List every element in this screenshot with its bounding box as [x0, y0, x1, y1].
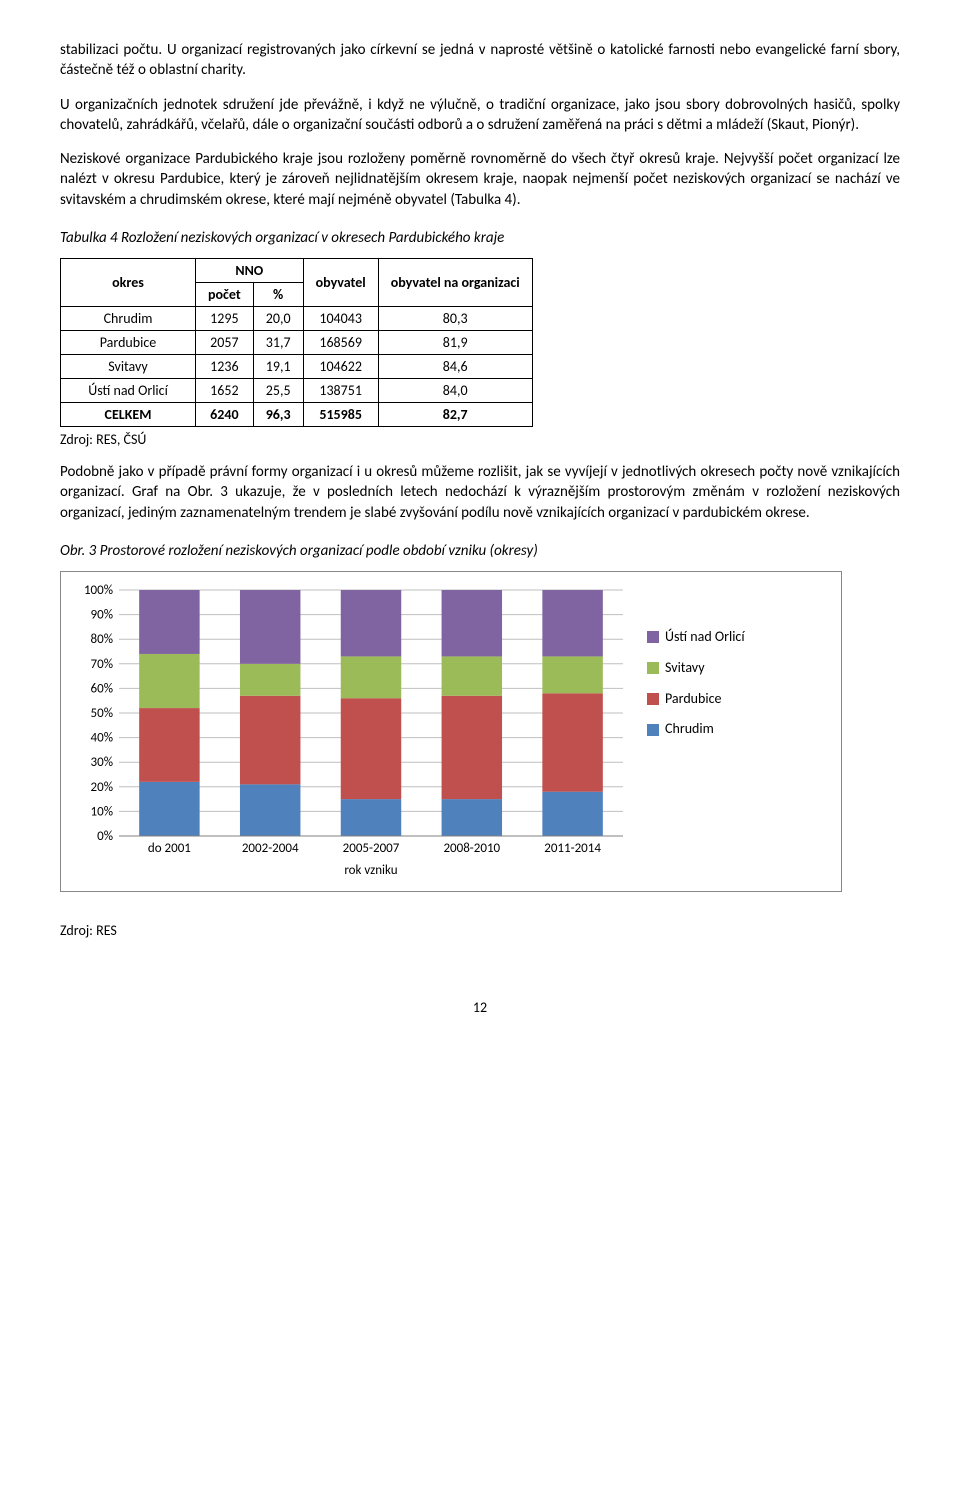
table-row: Chrudim129520,010404380,3: [61, 307, 533, 331]
bar-segment: [139, 782, 199, 836]
table-cell: Pardubice: [61, 331, 196, 355]
bar-segment: [341, 698, 401, 799]
chart-container: 0% 10% 20% 30% 40% 50% 60% 70% 80% 90% 100% do 2001…: [60, 571, 842, 892]
table-nno-okresy: okres NNO obyvatel obyvatel na organizac…: [60, 258, 533, 427]
chart-source: Zdroj: RES: [60, 922, 900, 939]
table-cell: 25,5: [253, 379, 303, 403]
y-tick-label: 50%: [91, 706, 113, 721]
bar-segment: [341, 799, 401, 836]
legend-label: Svitavy: [665, 653, 705, 684]
bar-segment: [139, 654, 199, 708]
table-row: Svitavy123619,110462284,6: [61, 355, 533, 379]
legend-item: Svitavy: [647, 653, 745, 684]
page-number: 12: [60, 999, 900, 1016]
chart-svg: 0% 10% 20% 30% 40% 50% 60% 70% 80% 90% 100% do 2001…: [71, 582, 631, 882]
chart-caption: Obr. 3 Prostorové rozložení neziskových …: [60, 541, 900, 561]
table-cell: 84,0: [378, 379, 532, 403]
table-cell: Chrudim: [61, 307, 196, 331]
bar-segment: [442, 799, 502, 836]
table-cell: 138751: [303, 379, 378, 403]
bar-segment: [341, 590, 401, 656]
legend-swatch: [647, 631, 659, 643]
th-pct: %: [253, 283, 303, 307]
th-obyv-na-org: obyvatel na organizaci: [378, 259, 532, 307]
y-tick-label: 40%: [91, 731, 113, 746]
th-pocet: počet: [196, 283, 254, 307]
bar-segment: [240, 784, 300, 836]
table-caption: Tabulka 4 Rozložení neziskových organiza…: [60, 228, 900, 248]
th-obyvatel: obyvatel: [303, 259, 378, 307]
bar-segment: [542, 656, 602, 693]
chart-legend: Ústí nad OrlicíSvitavyPardubiceChrudim: [647, 582, 745, 745]
legend-swatch: [647, 693, 659, 705]
bar-segment: [442, 656, 502, 695]
bar-segment: [442, 590, 502, 656]
y-tick-label: 60%: [91, 681, 113, 696]
legend-swatch: [647, 724, 659, 736]
legend-item: Pardubice: [647, 684, 745, 715]
table-source: Zdroj: RES, ČSÚ: [60, 431, 900, 448]
y-tick-label: 0%: [97, 829, 113, 844]
table-cell: 1295: [196, 307, 254, 331]
bar-segment: [442, 696, 502, 799]
table-cell: 1652: [196, 379, 254, 403]
stacked-bar-chart: 0% 10% 20% 30% 40% 50% 60% 70% 80% 90% 100% do 2001…: [71, 582, 631, 887]
th-nno: NNO: [196, 259, 304, 283]
table-cell: Ústí nad Orlicí: [61, 379, 196, 403]
legend-label: Pardubice: [665, 684, 722, 715]
table-cell: 20,0: [253, 307, 303, 331]
y-tick-label: 20%: [91, 780, 113, 795]
legend-item: Ústí nad Orlicí: [647, 622, 745, 653]
table-cell: 104043: [303, 307, 378, 331]
table-cell: 80,3: [378, 307, 532, 331]
paragraph: stabilizaci počtu. U organizací registro…: [60, 40, 900, 81]
bar-segment: [240, 590, 300, 664]
x-tick-label: do 2001: [148, 841, 191, 856]
bar-segment: [542, 693, 602, 791]
table-cell: 515985: [303, 403, 378, 427]
table-cell: 31,7: [253, 331, 303, 355]
y-tick-label: 100%: [84, 583, 113, 598]
table-cell: CELKEM: [61, 403, 196, 427]
legend-label: Ústí nad Orlicí: [665, 622, 745, 653]
x-tick-label: 2002-2004: [242, 841, 299, 856]
bar-segment: [139, 590, 199, 654]
table-row: Ústí nad Orlicí165225,513875184,0: [61, 379, 533, 403]
paragraph: Neziskové organizace Pardubického kraje …: [60, 149, 900, 210]
bar-segment: [139, 708, 199, 782]
table-row: Pardubice205731,716856981,9: [61, 331, 533, 355]
table-cell: 1236: [196, 355, 254, 379]
table-cell: 81,9: [378, 331, 532, 355]
table-cell: 168569: [303, 331, 378, 355]
legend-swatch: [647, 662, 659, 674]
table-cell: Svitavy: [61, 355, 196, 379]
x-tick-label: 2008-2010: [443, 841, 500, 856]
x-tick-label: 2005-2007: [343, 841, 400, 856]
table-total-row: CELKEM624096,351598582,7: [61, 403, 533, 427]
legend-label: Chrudim: [665, 714, 714, 745]
legend-item: Chrudim: [647, 714, 745, 745]
table-cell: 2057: [196, 331, 254, 355]
bar-segment: [341, 656, 401, 698]
y-tick-label: 70%: [91, 657, 113, 672]
y-tick-label: 90%: [91, 608, 113, 623]
table-cell: 84,6: [378, 355, 532, 379]
x-axis-title: rok vzniku: [344, 863, 397, 878]
table-cell: 6240: [196, 403, 254, 427]
table-cell: 19,1: [253, 355, 303, 379]
th-okres: okres: [61, 259, 196, 307]
bar-segment: [240, 696, 300, 785]
x-tick-label: 2011-2014: [544, 841, 601, 856]
y-tick-label: 10%: [91, 804, 113, 819]
table-cell: 82,7: [378, 403, 532, 427]
bar-segment: [542, 590, 602, 656]
table-cell: 104622: [303, 355, 378, 379]
paragraph: Podobně jako v případě právní formy orga…: [60, 462, 900, 523]
table-cell: 96,3: [253, 403, 303, 427]
bar-segment: [542, 792, 602, 836]
bar-segment: [240, 664, 300, 696]
y-tick-label: 80%: [91, 632, 113, 647]
y-tick-label: 30%: [91, 755, 113, 770]
paragraph: U organizačních jednotek sdružení jde př…: [60, 95, 900, 136]
